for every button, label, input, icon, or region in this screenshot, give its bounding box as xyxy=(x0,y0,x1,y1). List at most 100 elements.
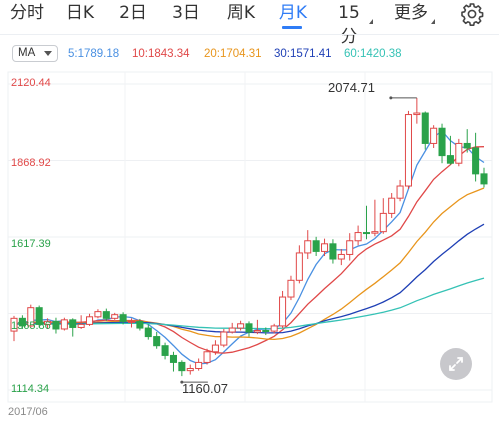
candle xyxy=(312,236,320,256)
candle xyxy=(77,315,85,329)
ma10-value: 10:1843.34 xyxy=(132,48,190,60)
y-axis-label-4: 1365.86 xyxy=(11,320,51,332)
candle xyxy=(169,351,177,372)
candle-body-up xyxy=(346,240,354,255)
candle-body-up xyxy=(111,314,119,319)
candle xyxy=(228,322,236,334)
y-axis-label-top: 2120.44 xyxy=(11,77,51,89)
candle-body-down xyxy=(35,307,43,325)
candle-body-down xyxy=(18,317,26,327)
extreme-markers xyxy=(180,96,417,384)
candle-body-down xyxy=(480,173,488,185)
candle-body-up xyxy=(60,319,68,330)
candle xyxy=(396,179,404,202)
candle-body-up xyxy=(396,185,404,199)
ma60-line xyxy=(14,277,485,330)
candle-body-down xyxy=(421,112,429,144)
candle-body-up xyxy=(321,243,329,252)
candle-body-down xyxy=(102,311,110,319)
ma30-line xyxy=(13,223,485,334)
candle xyxy=(127,318,136,328)
candle xyxy=(337,248,345,266)
period-tab-bar: 分时 日K 2日 3日 周K 月K 15分 更多 xyxy=(0,0,499,47)
tab-more[interactable]: 更多 xyxy=(394,3,428,23)
candle-body-down xyxy=(245,323,253,333)
candle-body-down xyxy=(463,142,471,149)
candle-body-up xyxy=(195,361,203,370)
tab-2-day[interactable]: 2日 xyxy=(119,3,147,23)
candle xyxy=(362,205,371,240)
candle-body-up xyxy=(237,323,245,329)
ma60-value: 60:1420.38 xyxy=(344,48,402,60)
candle xyxy=(421,111,429,150)
tab-daily-k[interactable]: 日K xyxy=(65,3,95,23)
low-marker-dot xyxy=(180,380,184,384)
ma-toggle-button[interactable]: MA xyxy=(12,45,58,62)
candle-body-up xyxy=(371,231,379,234)
candle xyxy=(44,318,52,329)
dropdown-corner-icon xyxy=(431,19,435,24)
candle xyxy=(371,199,379,237)
candle xyxy=(86,313,94,326)
tab-intraday[interactable]: 分时 xyxy=(10,3,44,23)
expand-icon xyxy=(449,357,463,371)
candle-body-up xyxy=(228,327,236,333)
ma5-value: 5:1789.18 xyxy=(68,48,120,60)
candle xyxy=(10,315,18,342)
candle-body-up xyxy=(430,127,438,144)
tab-monthly-k[interactable]: 月K xyxy=(278,3,308,23)
candle xyxy=(446,135,454,165)
candle-body-up xyxy=(220,331,228,346)
gear-icon[interactable] xyxy=(460,2,484,26)
ma-toggle-label: MA xyxy=(18,47,36,59)
candle-body-up xyxy=(455,142,463,164)
candle-body-up xyxy=(295,252,303,281)
candle xyxy=(211,340,219,355)
candle xyxy=(379,198,387,234)
candle-body-up xyxy=(94,311,102,318)
candle-body-up xyxy=(304,240,312,254)
active-tab-indicator xyxy=(282,26,302,29)
candle-body-up xyxy=(287,279,295,298)
candle-body-down xyxy=(329,243,337,260)
candle xyxy=(295,245,303,284)
candle xyxy=(60,317,68,331)
candle xyxy=(279,290,287,329)
candle-body-down xyxy=(169,354,177,363)
candle-body-up xyxy=(127,320,136,323)
candle-body-up xyxy=(186,368,194,372)
candle-body-up xyxy=(253,329,261,333)
candle-body-up xyxy=(44,320,52,325)
candle xyxy=(136,318,144,331)
candle xyxy=(329,239,337,264)
candle-body-up xyxy=(203,351,211,363)
candle xyxy=(253,319,261,335)
candle-body-up xyxy=(413,112,421,116)
y-axis-label-bottom: 1114.34 xyxy=(11,383,50,395)
candle-body-down xyxy=(446,155,454,164)
candle-body-down xyxy=(136,320,144,329)
candle-body-up xyxy=(354,232,362,242)
candle xyxy=(161,342,169,360)
candle-body-down xyxy=(52,320,60,330)
candle xyxy=(18,315,26,329)
tab-15-minute[interactable]: 15分 xyxy=(338,3,360,47)
candle-body-up xyxy=(86,316,94,325)
candle xyxy=(203,348,211,365)
candle xyxy=(144,324,152,340)
candle xyxy=(262,327,270,336)
high-price-label: 2074.71 xyxy=(328,80,375,95)
candle xyxy=(195,358,203,371)
candle-body-down xyxy=(119,314,127,322)
chart-grid xyxy=(7,71,493,403)
candle xyxy=(111,312,119,320)
fullscreen-button[interactable] xyxy=(440,348,472,380)
candle-body-down xyxy=(262,329,270,332)
candle xyxy=(413,97,421,124)
candle-body-down xyxy=(312,240,320,252)
tab-3-day[interactable]: 3日 xyxy=(172,3,200,23)
candle xyxy=(220,328,228,348)
candle xyxy=(119,312,127,325)
tab-weekly-k[interactable]: 周K xyxy=(226,3,256,23)
